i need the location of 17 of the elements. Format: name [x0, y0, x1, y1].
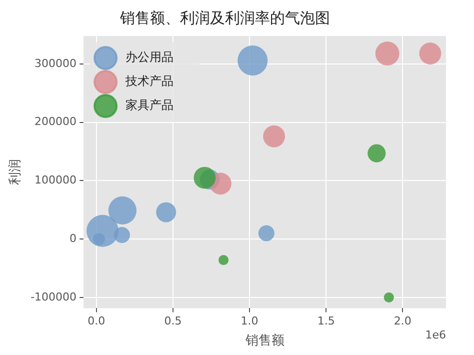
text: 1e6: [425, 328, 446, 342]
x-axis-title: 销售额: [244, 334, 284, 349]
y-tick-label: 300000: [34, 56, 77, 70]
y-axis-title: 利润: [8, 159, 24, 186]
legend-label: 家具产品: [126, 98, 174, 112]
x-tick-label: 0.5: [164, 314, 182, 328]
x-tick-label: 1.5: [317, 314, 335, 328]
y-tick-label: -100000: [30, 290, 77, 304]
x-tick-label: 2.0: [394, 314, 412, 328]
y-tick-label: 200000: [34, 115, 77, 128]
legend-label: 技术产品: [124, 74, 174, 88]
y-tick-label: 0: [70, 232, 77, 245]
chart-title: 销售额、利润及利润率的气泡图: [119, 8, 330, 27]
x-tick-label: 0.0: [88, 314, 106, 328]
legend-label: 办公用品: [126, 50, 174, 64]
y-tick-label: 100000: [34, 174, 77, 187]
x-tick-label: 1.0: [240, 314, 258, 328]
